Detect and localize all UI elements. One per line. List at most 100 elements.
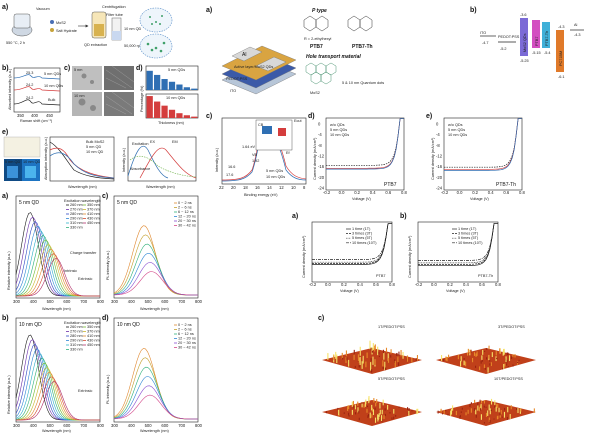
- ytick-label: -24: [436, 186, 443, 191]
- energy-level-pcbm-lumo: -4.3: [558, 25, 565, 29]
- histogram-bar: [161, 105, 168, 118]
- spectrum-line: [15, 371, 100, 421]
- jv-curve: [444, 118, 522, 170]
- energy-level-ptb7-homo: -5.15: [532, 51, 541, 55]
- step-temperature: 550 °C, 2 h: [6, 41, 25, 45]
- ytick-label: -4: [436, 132, 440, 137]
- legend-entry: 270 nm: [70, 330, 83, 334]
- histogram-bar: [183, 87, 190, 90]
- xtick-label: 0.2: [354, 190, 360, 195]
- pl5-ylabel: Relative intensity (a.u.): [7, 251, 11, 290]
- xtick-label: 400: [30, 423, 38, 428]
- plmap-xlabel: Wavelength (nm): [146, 185, 176, 189]
- jve-title: PTB7-Th: [496, 182, 516, 188]
- jvg-ylabel: Current density (mA/cm²): [408, 235, 412, 278]
- ups-ann-ecut: Ecut: [294, 119, 303, 123]
- xtick-label: 22: [219, 185, 224, 190]
- jvg-xlabel: Voltage (V): [446, 289, 466, 293]
- xtick-label: 0.6: [385, 190, 391, 195]
- jvd-ylabel: Current density (mA/cm²): [313, 137, 317, 180]
- jve-xlabel: Voltage (V): [470, 197, 490, 201]
- jv-curve: [312, 223, 392, 260]
- xtick-label: 16: [255, 185, 260, 190]
- raman-xtick-350: 350: [17, 113, 25, 118]
- xtick-label: 700: [80, 299, 88, 304]
- hist-xlabel: Thickness (nm): [158, 121, 185, 125]
- energy-level-pcbm-homo: -6.1: [558, 75, 565, 79]
- jvd-xlabel: Voltage (V): [352, 197, 372, 201]
- spectrum-line: [15, 221, 100, 297]
- htm-label: Hole transport material: [306, 54, 361, 60]
- legend-entry: 370 nm: [87, 208, 100, 212]
- plt5-title: 5 nm QD: [117, 200, 137, 206]
- fig3-panel-b-label: b): [470, 7, 477, 14]
- legend-entry: 5 times (5T): [458, 236, 479, 240]
- ups-legend-10nm: 10 nm QDs: [266, 175, 285, 179]
- fig4-panel-b-label: b): [400, 213, 407, 220]
- energy-pedot: PEDOT:PSS: [498, 35, 520, 39]
- layer-pedot: PEDOT:PSS: [226, 77, 248, 81]
- legend-entry: 20 ~ 30 ns: [178, 341, 196, 345]
- xtick-label: 600: [63, 299, 71, 304]
- fig1-panel-a-label: a): [2, 4, 8, 11]
- legend-entry: 30 ~ 42 ns: [178, 224, 196, 228]
- energy-level-mos2-cb: -3.6: [520, 13, 527, 17]
- synthesis-schematic: MoS2 Salt Hydrate Vacuum 550 °C, 2 h QD …: [6, 5, 173, 59]
- xtick-label: 18: [243, 185, 248, 190]
- jv-curve: [418, 223, 498, 265]
- jvd-legend-5nm: 5 nm QDs: [330, 128, 347, 132]
- legend-entry: 290 nm: [70, 217, 83, 221]
- hist-legend-5nm: 5 nm QDs: [168, 68, 185, 72]
- jv-curve: [418, 223, 498, 261]
- pl10-legend-title: Excitation wavelength: [64, 321, 101, 325]
- jv-coating-ptb7th: 1 time (1T)3 times (3T)5 times (5T)10 ti…: [408, 221, 501, 293]
- ups-ylabel: Intensity (a.u.): [215, 147, 219, 172]
- xtick-label: 300: [13, 299, 21, 304]
- abs-xlabel: Wavelength (nm): [68, 185, 98, 189]
- jvf-xlabel: Voltage (V): [340, 289, 360, 293]
- jv-ptb7th-plot: w/o QDs 5 nm QDs 10 nm QDs PTB7-Th -0.2 0…: [431, 117, 525, 201]
- pl5-ann-intrinsic: Intrinsic: [64, 269, 77, 273]
- energy-ito: ITO: [480, 31, 486, 35]
- fig2-panel-c-label: c): [102, 193, 108, 200]
- step-mos2: MoS2: [56, 21, 66, 25]
- xtick-label: 0.0: [457, 190, 463, 195]
- fig4-panel-c-label: c): [318, 315, 324, 322]
- step-vacuum: Vacuum: [36, 7, 50, 11]
- pl10-ylabel: Relative intensity (a.u.): [7, 375, 11, 414]
- plmap-ann-ex: EX: [150, 140, 156, 144]
- raman-xlabel: Raman shift (cm⁻¹): [20, 119, 53, 123]
- spectrum-line: [15, 339, 100, 421]
- legend-entry: 0 ~ 2 ns: [178, 201, 192, 205]
- pl-time-line: [113, 271, 198, 296]
- xtick-label: 300: [111, 423, 119, 428]
- step-salt: Salt Hydrate: [56, 29, 77, 33]
- pl10-ann-extrinsic: Extrinsic: [78, 389, 92, 393]
- fig1-panel-d-label: d): [136, 65, 143, 72]
- jv-curve: [444, 118, 522, 171]
- energy-level-ptb7th-homo: -5.4: [544, 51, 551, 55]
- xtick-label: 500: [47, 299, 55, 304]
- histogram-bar: [183, 115, 190, 118]
- jvg-title: PTB7-Th: [478, 274, 493, 278]
- ups-xlabel: Binding energy (eV): [244, 193, 278, 197]
- ups-ann-164: 1.64 eV: [242, 145, 256, 149]
- layer-active: Active layer/MoS2 QDs: [234, 65, 273, 69]
- legend-entry: 450 nm: [87, 221, 100, 225]
- polymer-ptb7th: PTB7-Th: [352, 44, 373, 50]
- plt10-title: 10 nm QD: [117, 322, 140, 328]
- raman-ann-3: 24.2: [26, 96, 33, 100]
- xtick-label: 400: [128, 423, 136, 428]
- step-10nm: 10 nm QD: [124, 27, 142, 31]
- xtick-label: 0.0: [431, 282, 437, 287]
- ytick-label: 0: [318, 122, 321, 127]
- histogram-bar: [191, 116, 198, 118]
- histogram-bar: [176, 84, 183, 90]
- hist-legend-10nm: 10 nm QDs: [166, 96, 185, 100]
- xtick-label: 0.6: [503, 190, 509, 195]
- xtick-label: 0.8: [389, 282, 395, 287]
- xtick-label: 300: [13, 423, 21, 428]
- legend-entry: 280 nm: [70, 212, 83, 216]
- jv-curve: [444, 118, 522, 168]
